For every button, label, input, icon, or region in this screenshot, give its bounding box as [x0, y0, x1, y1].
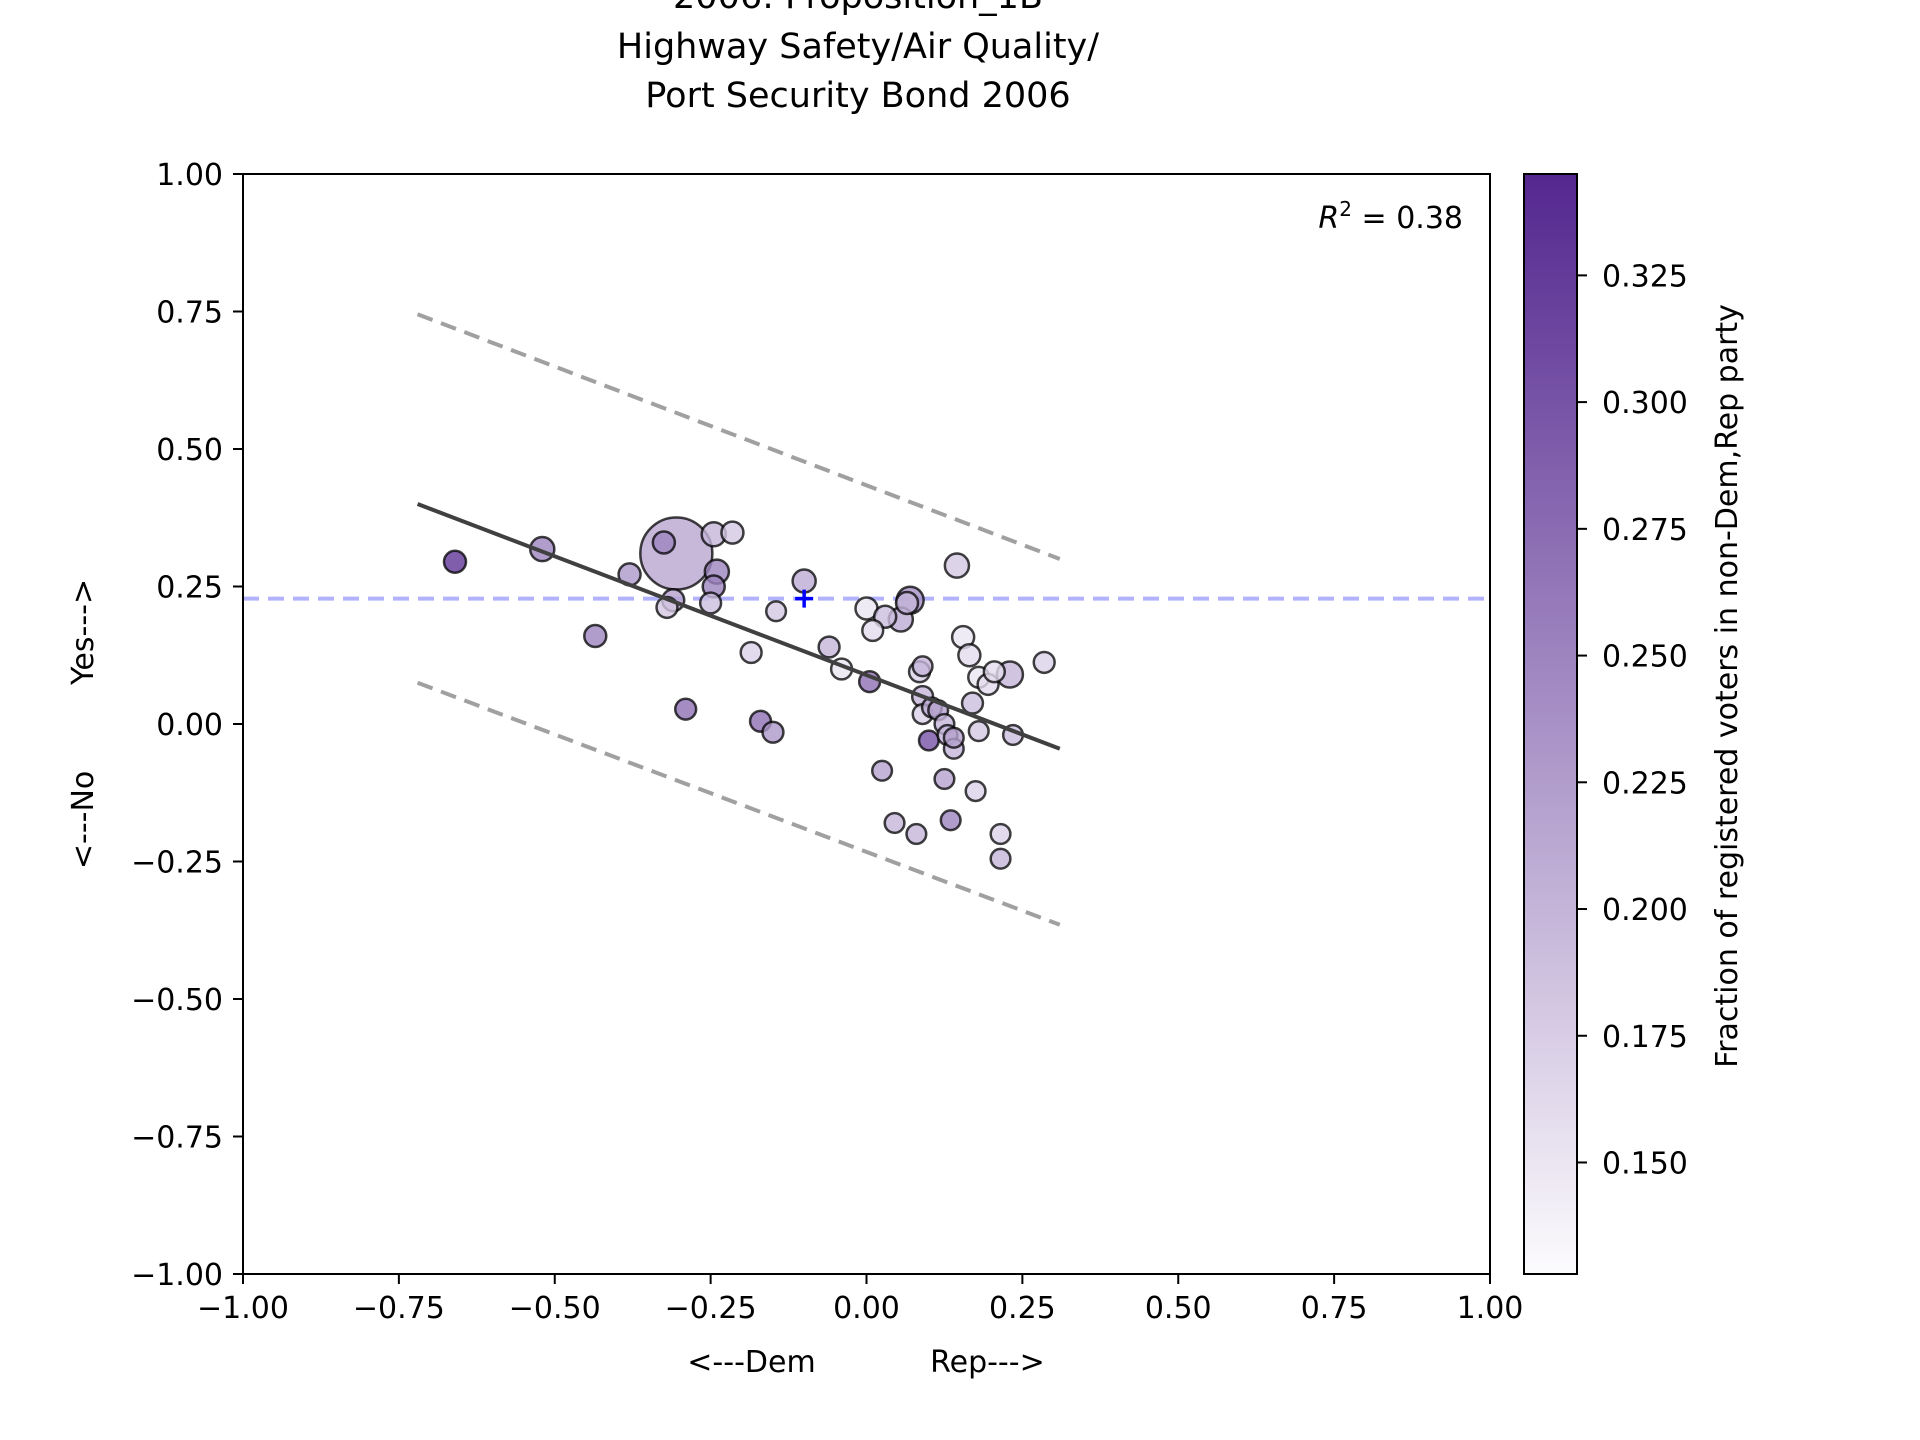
y-tick-label: 0.50: [156, 433, 223, 468]
data-point: [933, 767, 956, 791]
x-tick-label: 0.50: [1145, 1291, 1212, 1326]
lower-band-line: [416, 680, 1061, 927]
data-point: [942, 726, 965, 749]
colorbar-tick-label: 0.325: [1602, 259, 1688, 294]
data-point: [939, 809, 962, 832]
data-point: [917, 729, 940, 752]
colorbar-tick-label: 0.175: [1602, 1020, 1688, 1055]
data-point: [791, 568, 817, 594]
y-tick-label: 0.75: [156, 296, 223, 331]
data-point: [442, 549, 468, 574]
y-tick-label: −0.75: [131, 1121, 223, 1156]
x-axis-label: <---Dem Rep--->: [687, 1345, 1044, 1380]
data-point: [964, 780, 987, 803]
upper-band-line: [416, 312, 1061, 561]
x-tick-label: 0.25: [989, 1291, 1056, 1326]
x-tick-label: −0.25: [665, 1291, 757, 1326]
x-tick-label: −0.50: [509, 1291, 601, 1326]
colorbar-tick-label: 0.300: [1602, 386, 1688, 421]
data-point: [911, 655, 934, 678]
data-point: [761, 720, 785, 744]
colorbar: 0.150 0.175 0.200 0.225 0.250 0.275 0.300 0.325…: [1523, 173, 1745, 1275]
data-point: [967, 720, 990, 743]
data-point: [1032, 650, 1056, 675]
y-tick-label: 0.25: [156, 571, 223, 606]
axes-frame: [242, 173, 1491, 1275]
y-axis-label: <---No Yes--->: [66, 579, 101, 869]
data-point: [673, 697, 698, 721]
y-tick-label: −0.50: [131, 983, 223, 1018]
colorbar-gradient: [1523, 173, 1578, 1275]
y-axis: −1.00 −0.75 −0.50 −0.25 0.00 0.25 0.50 0.75 1.00: [131, 158, 243, 1293]
chart-title: 2006: Proposition_1B Highway Safety/Air …: [617, 0, 1099, 116]
data-point: [989, 822, 1012, 846]
x-axis: −1.00 −0.75 −0.50 −0.25 0.00 0.25 0.50 0.75 1.00: [197, 1274, 1523, 1326]
data-point: [817, 635, 841, 659]
r-squared-annotation: R2 = 0.38: [1318, 197, 1463, 236]
data-point: [989, 847, 1012, 870]
x-tick-label: 0.00: [833, 1291, 900, 1326]
data-point: [943, 552, 971, 579]
colorbar-tick-label: 0.200: [1602, 893, 1688, 928]
r-squared-value: = 0.38: [1352, 201, 1463, 236]
data-point: [583, 623, 608, 649]
colorbar-tick-label: 0.250: [1602, 640, 1688, 675]
chart-title-line-2: Highway Safety/Air Quality/: [617, 27, 1099, 67]
data-point: [765, 600, 788, 623]
y-tick-label: 0.00: [156, 708, 223, 743]
data-point: [861, 618, 885, 643]
data-point: [905, 822, 928, 846]
chart-title-line-1: 2006: Proposition_1B: [673, 0, 1043, 17]
data-point: [639, 516, 714, 591]
data-point: [870, 759, 894, 782]
r-squared-exponent: 2: [1339, 197, 1352, 221]
x-tick-label: 0.75: [1301, 1291, 1368, 1326]
y-tick-label: −1.00: [131, 1258, 223, 1293]
colorbar-tick-label: 0.275: [1602, 513, 1688, 548]
colorbar-tick-label: 0.225: [1602, 766, 1688, 801]
data-point: [739, 640, 763, 665]
colorbar-ticks: 0.150 0.175 0.200 0.225 0.250 0.275 0.300 0.325: [1577, 259, 1688, 1181]
data-point: [957, 643, 982, 668]
colorbar-tick-label: 0.150: [1602, 1146, 1688, 1181]
plot-area: [243, 312, 1490, 927]
x-tick-label: −0.75: [353, 1291, 445, 1326]
data-point: [720, 520, 745, 545]
data-point: [960, 691, 985, 715]
y-tick-label: −0.25: [131, 846, 223, 881]
y-tick-label: 1.00: [156, 158, 223, 193]
statewide-marker: [795, 589, 814, 608]
data-point: [982, 660, 1007, 684]
data-point: [698, 591, 723, 615]
x-tick-label: 1.00: [1457, 1291, 1524, 1326]
chart-title-line-3: Port Security Bond 2006: [645, 76, 1070, 116]
data-point: [894, 590, 920, 616]
data-point: [883, 811, 906, 835]
x-tick-label: −1.00: [197, 1291, 289, 1326]
r-squared-symbol: R: [1318, 201, 1339, 236]
colorbar-label: Fraction of registered voters in non-Dem…: [1710, 304, 1745, 1068]
data-point: [651, 530, 677, 555]
regression-line: [416, 502, 1061, 751]
